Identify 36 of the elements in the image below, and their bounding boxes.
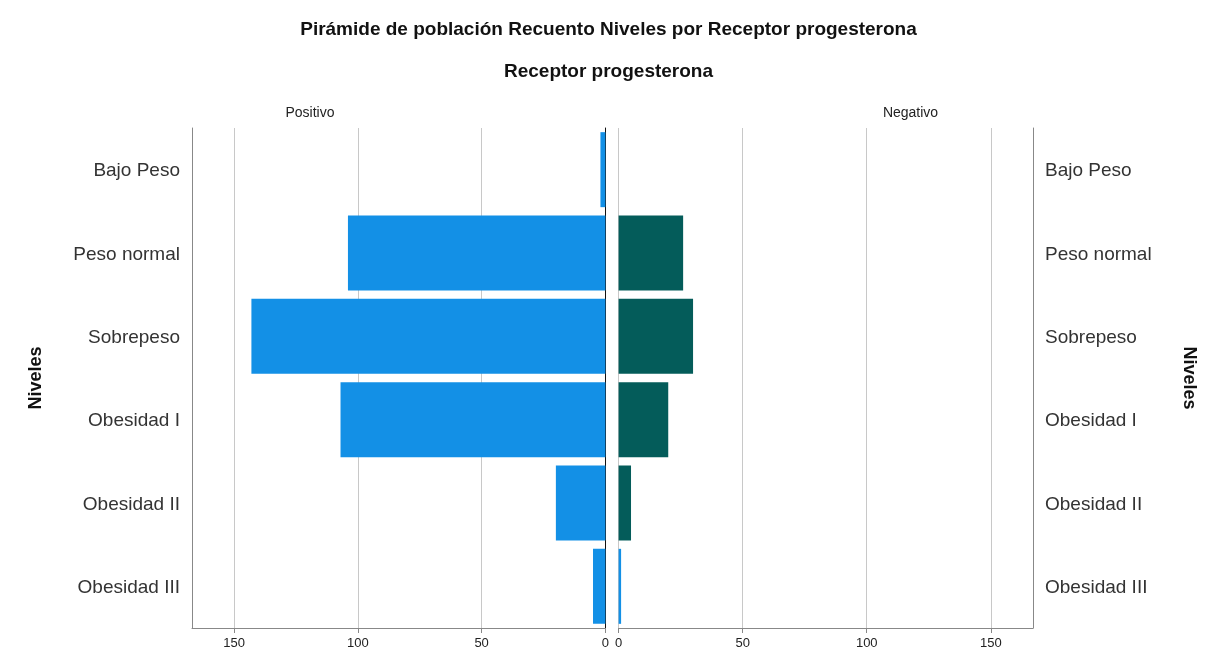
x-tick-label: 50 xyxy=(735,635,750,650)
y-axis-title: Niveles xyxy=(25,346,45,410)
y2-axis-title: Niveles xyxy=(1180,346,1200,410)
chart-title: Pirámide de población Recuento Niveles por Receptor progesterona xyxy=(299,18,918,40)
y-tick-label: Obesidad III xyxy=(1045,575,1148,597)
y-tick-label: Peso normal xyxy=(1045,242,1152,264)
y-tick-label: Bajo Peso xyxy=(1045,159,1132,181)
bar xyxy=(347,215,606,291)
bar xyxy=(618,465,632,541)
x-tick-label: 0 xyxy=(601,635,609,650)
bar xyxy=(593,548,606,624)
y-tick-label: Obesidad I xyxy=(88,409,180,431)
bar xyxy=(618,298,694,374)
text: Negativo xyxy=(882,104,939,120)
x-tick-label: 100 xyxy=(855,635,878,650)
bar xyxy=(251,298,606,374)
y-tick-label: Sobrepeso xyxy=(1045,325,1137,347)
x-tick-label: 150 xyxy=(223,635,245,650)
bar xyxy=(618,215,684,291)
x-tick-label: 50 xyxy=(474,635,489,650)
y-tick-label: Sobrepeso xyxy=(88,325,180,347)
x-tick-label: 100 xyxy=(347,635,369,650)
bar xyxy=(618,382,669,458)
bar xyxy=(340,382,606,458)
y-tick-label: Obesidad I xyxy=(1045,409,1137,431)
y-tick-label: Obesidad II xyxy=(82,492,180,514)
chart-subtitle: Receptor progesterona xyxy=(502,60,714,82)
x-tick-label: 0 xyxy=(615,635,623,650)
y-tick-label: Peso normal xyxy=(73,242,180,264)
bar xyxy=(600,132,606,208)
text: Positivo xyxy=(285,104,335,120)
y-tick-label: Obesidad II xyxy=(1045,492,1143,514)
y-tick-label: Obesidad III xyxy=(77,575,180,597)
y-tick-label: Bajo Peso xyxy=(93,159,180,181)
x-tick-label: 150 xyxy=(979,635,1002,650)
bar xyxy=(555,465,606,541)
